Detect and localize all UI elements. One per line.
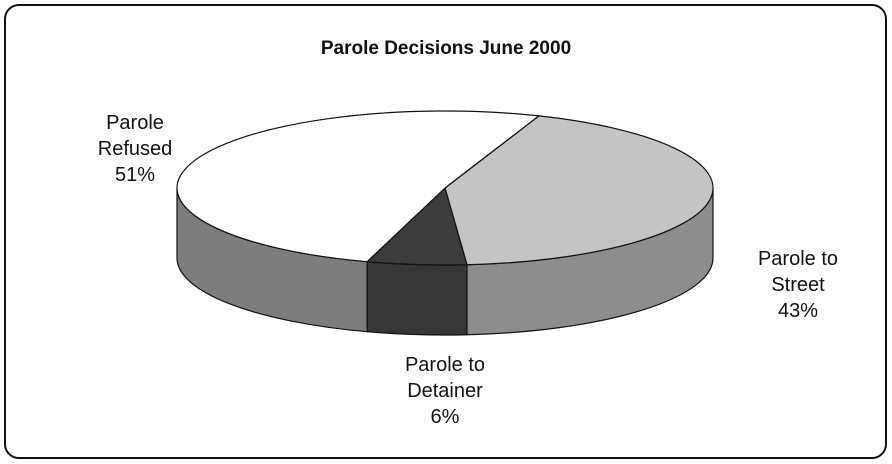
- pie-slice: [444, 115, 714, 266]
- slice-value: 6%: [430, 406, 460, 428]
- slice-value: 51%: [114, 164, 156, 186]
- slice-label: Parole Refused 51%: [80, 110, 190, 188]
- slice-label: Parole to Street 43%: [738, 246, 858, 324]
- slice-value: 43%: [777, 300, 819, 322]
- slice-name: Parole to Detainer: [404, 354, 486, 402]
- chart-title: Parole Decisions June 2000: [320, 38, 572, 59]
- pie-slice-side: [366, 261, 468, 336]
- pie-slice: [176, 110, 541, 263]
- slice-label: Parole to Detainer 6%: [380, 352, 510, 430]
- frame: [4, 4, 887, 459]
- slice-name: Parole to Street: [757, 248, 839, 296]
- slice-name: Parole Refused: [97, 112, 173, 160]
